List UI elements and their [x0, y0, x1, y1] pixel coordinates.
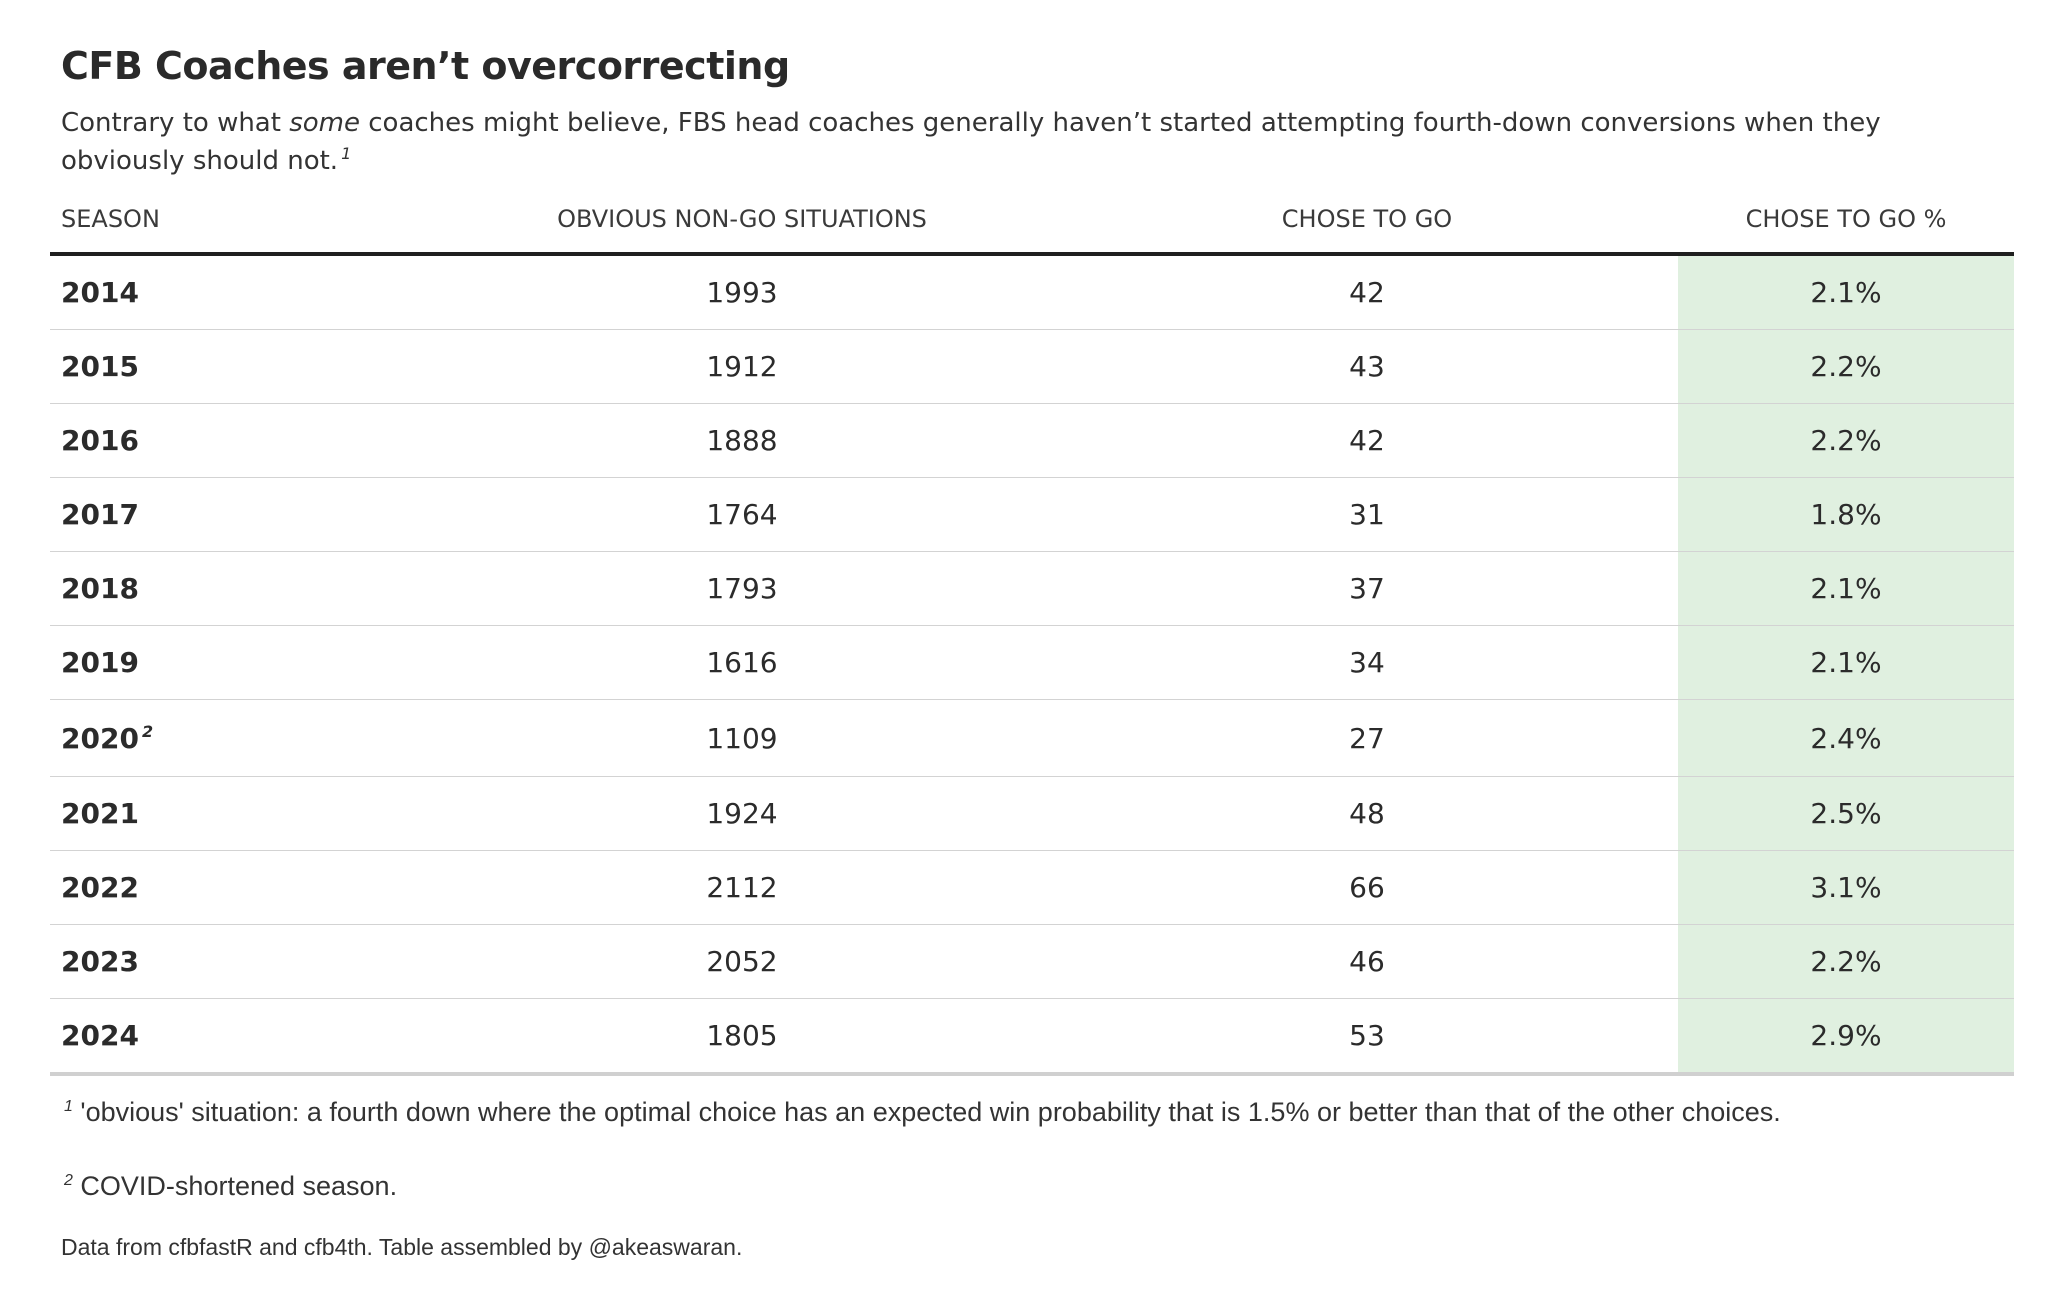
cell-chose-to-go-pct: 2.4% [1678, 699, 2014, 777]
cell-chose-to-go: 53 [1056, 998, 1678, 1076]
cell-chose-to-go: 48 [1056, 776, 1678, 851]
cell-chose-to-go: 43 [1056, 329, 1678, 404]
cell-situations: 1793 [428, 551, 1056, 626]
cell-season: 2016 [50, 403, 428, 478]
season-label: 2022 [61, 871, 139, 904]
footnote-2: 2 COVID-shortened season. [61, 1168, 2014, 1204]
table-row: 2023 2052 46 2.2% [50, 924, 2014, 999]
cell-chose-to-go-pct: 2.1% [1678, 625, 2014, 700]
cell-season: 2021 [50, 776, 428, 851]
cell-situations: 1993 [428, 254, 1056, 330]
season-label: 2018 [61, 572, 139, 605]
cell-chose-to-go-pct: 2.1% [1678, 551, 2014, 626]
table-row: 2014 1993 42 2.1% [50, 254, 2014, 330]
cell-situations: 2052 [428, 924, 1056, 999]
cell-chose-to-go: 37 [1056, 551, 1678, 626]
table-row: 2015 1912 43 2.2% [50, 329, 2014, 404]
cell-chose-to-go-pct: 2.2% [1678, 329, 2014, 404]
cell-chose-to-go: 42 [1056, 254, 1678, 330]
season-label: 2017 [61, 498, 139, 531]
cell-situations: 1888 [428, 403, 1056, 478]
table-row: 2021 1924 48 2.5% [50, 776, 2014, 851]
cell-season: 2023 [50, 924, 428, 999]
cell-situations: 1924 [428, 776, 1056, 851]
cell-chose-to-go-pct: 2.5% [1678, 776, 2014, 851]
cell-season: 2014 [50, 254, 428, 330]
season-label: 2015 [61, 350, 139, 383]
season-label: 2021 [61, 797, 139, 830]
table-body: 2014 1993 42 2.1% 2015 1912 43 2.2% 2016 1888 42 2.… [50, 254, 2014, 1076]
cell-season: 2017 [50, 477, 428, 552]
subtitle-text-after: coaches might believe, FBS head coaches … [61, 108, 1881, 176]
chart-subtitle: Contrary to what some coaches might beli… [61, 104, 2011, 180]
data-table: SEASON OBVIOUS NON-GO SITUATIONS CHOSE T… [50, 194, 2014, 1076]
footnote-1-ref: 1 [64, 1098, 73, 1115]
cell-situations: 1912 [428, 329, 1056, 404]
cell-season: 2018 [50, 551, 428, 626]
cell-situations: 1616 [428, 625, 1056, 700]
cell-situations: 1805 [428, 998, 1056, 1076]
cell-chose-to-go-pct: 2.9% [1678, 998, 2014, 1076]
season-label: 2024 [61, 1019, 139, 1052]
cell-season: 2019 [50, 625, 428, 700]
season-label: 2019 [61, 646, 139, 679]
cell-season: 2024 [50, 998, 428, 1076]
table-row: 2019 1616 34 2.1% [50, 625, 2014, 700]
cell-chose-to-go: 31 [1056, 477, 1678, 552]
cell-season: 2022 [50, 850, 428, 925]
source-note: Data from cfbfastR and cfb4th. Table ass… [61, 1234, 743, 1260]
cell-situations: 1109 [428, 699, 1056, 777]
column-header-chose-to-go: CHOSE TO GO [1056, 194, 1678, 256]
table-row: 2016 1888 42 2.2% [50, 403, 2014, 478]
column-header-season: SEASON [50, 194, 428, 256]
cell-chose-to-go: 46 [1056, 924, 1678, 999]
subtitle-footnote-ref: 1 [341, 144, 352, 164]
column-header-situations: OBVIOUS NON-GO SITUATIONS [428, 194, 1056, 256]
cell-season: 2015 [50, 329, 428, 404]
cell-chose-to-go-pct: 2.1% [1678, 254, 2014, 330]
cell-chose-to-go-pct: 1.8% [1678, 477, 2014, 552]
cell-chose-to-go-pct: 3.1% [1678, 850, 2014, 925]
cell-season: 2020 2 [50, 699, 428, 777]
header-row: SEASON OBVIOUS NON-GO SITUATIONS CHOSE T… [50, 194, 2014, 256]
cell-chose-to-go: 27 [1056, 699, 1678, 777]
cell-chose-to-go: 42 [1056, 403, 1678, 478]
cell-chose-to-go: 66 [1056, 850, 1678, 925]
cell-situations: 1764 [428, 477, 1056, 552]
subtitle-text-before: Contrary to what [61, 108, 290, 138]
table-row: 2017 1764 31 1.8% [50, 477, 2014, 552]
table-row: 2018 1793 37 2.1% [50, 551, 2014, 626]
table-row: 2022 2112 66 3.1% [50, 850, 2014, 925]
table-row: 2024 1805 53 2.9% [50, 998, 2014, 1076]
subtitle-emphasis: some [289, 108, 360, 138]
table-row: 2020 2 1109 27 2.4% [50, 699, 2014, 777]
footnote-2-ref: 2 [64, 1172, 73, 1189]
cell-chose-to-go-pct: 2.2% [1678, 924, 2014, 999]
season-label: 2020 [61, 721, 139, 755]
season-label: 2014 [61, 276, 139, 309]
season-footnote-ref: 2 [141, 722, 154, 742]
table-container: CFB Coaches aren’t overcorrecting Contra… [50, 38, 2014, 1261]
footnote-2-text: COVID-shortened season. [80, 1171, 398, 1201]
chart-title: CFB Coaches aren’t overcorrecting [61, 44, 790, 88]
column-header-chose-to-go-pct: CHOSE TO GO % [1678, 194, 2014, 256]
season-label: 2016 [61, 424, 139, 457]
footnote-1: 1 'obvious' situation: a fourth down whe… [61, 1094, 2014, 1130]
footnote-1-text: 'obvious' situation: a fourth down where… [80, 1097, 1781, 1127]
cell-situations: 2112 [428, 850, 1056, 925]
cell-chose-to-go-pct: 2.2% [1678, 403, 2014, 478]
season-label: 2023 [61, 945, 139, 978]
cell-chose-to-go: 34 [1056, 625, 1678, 700]
